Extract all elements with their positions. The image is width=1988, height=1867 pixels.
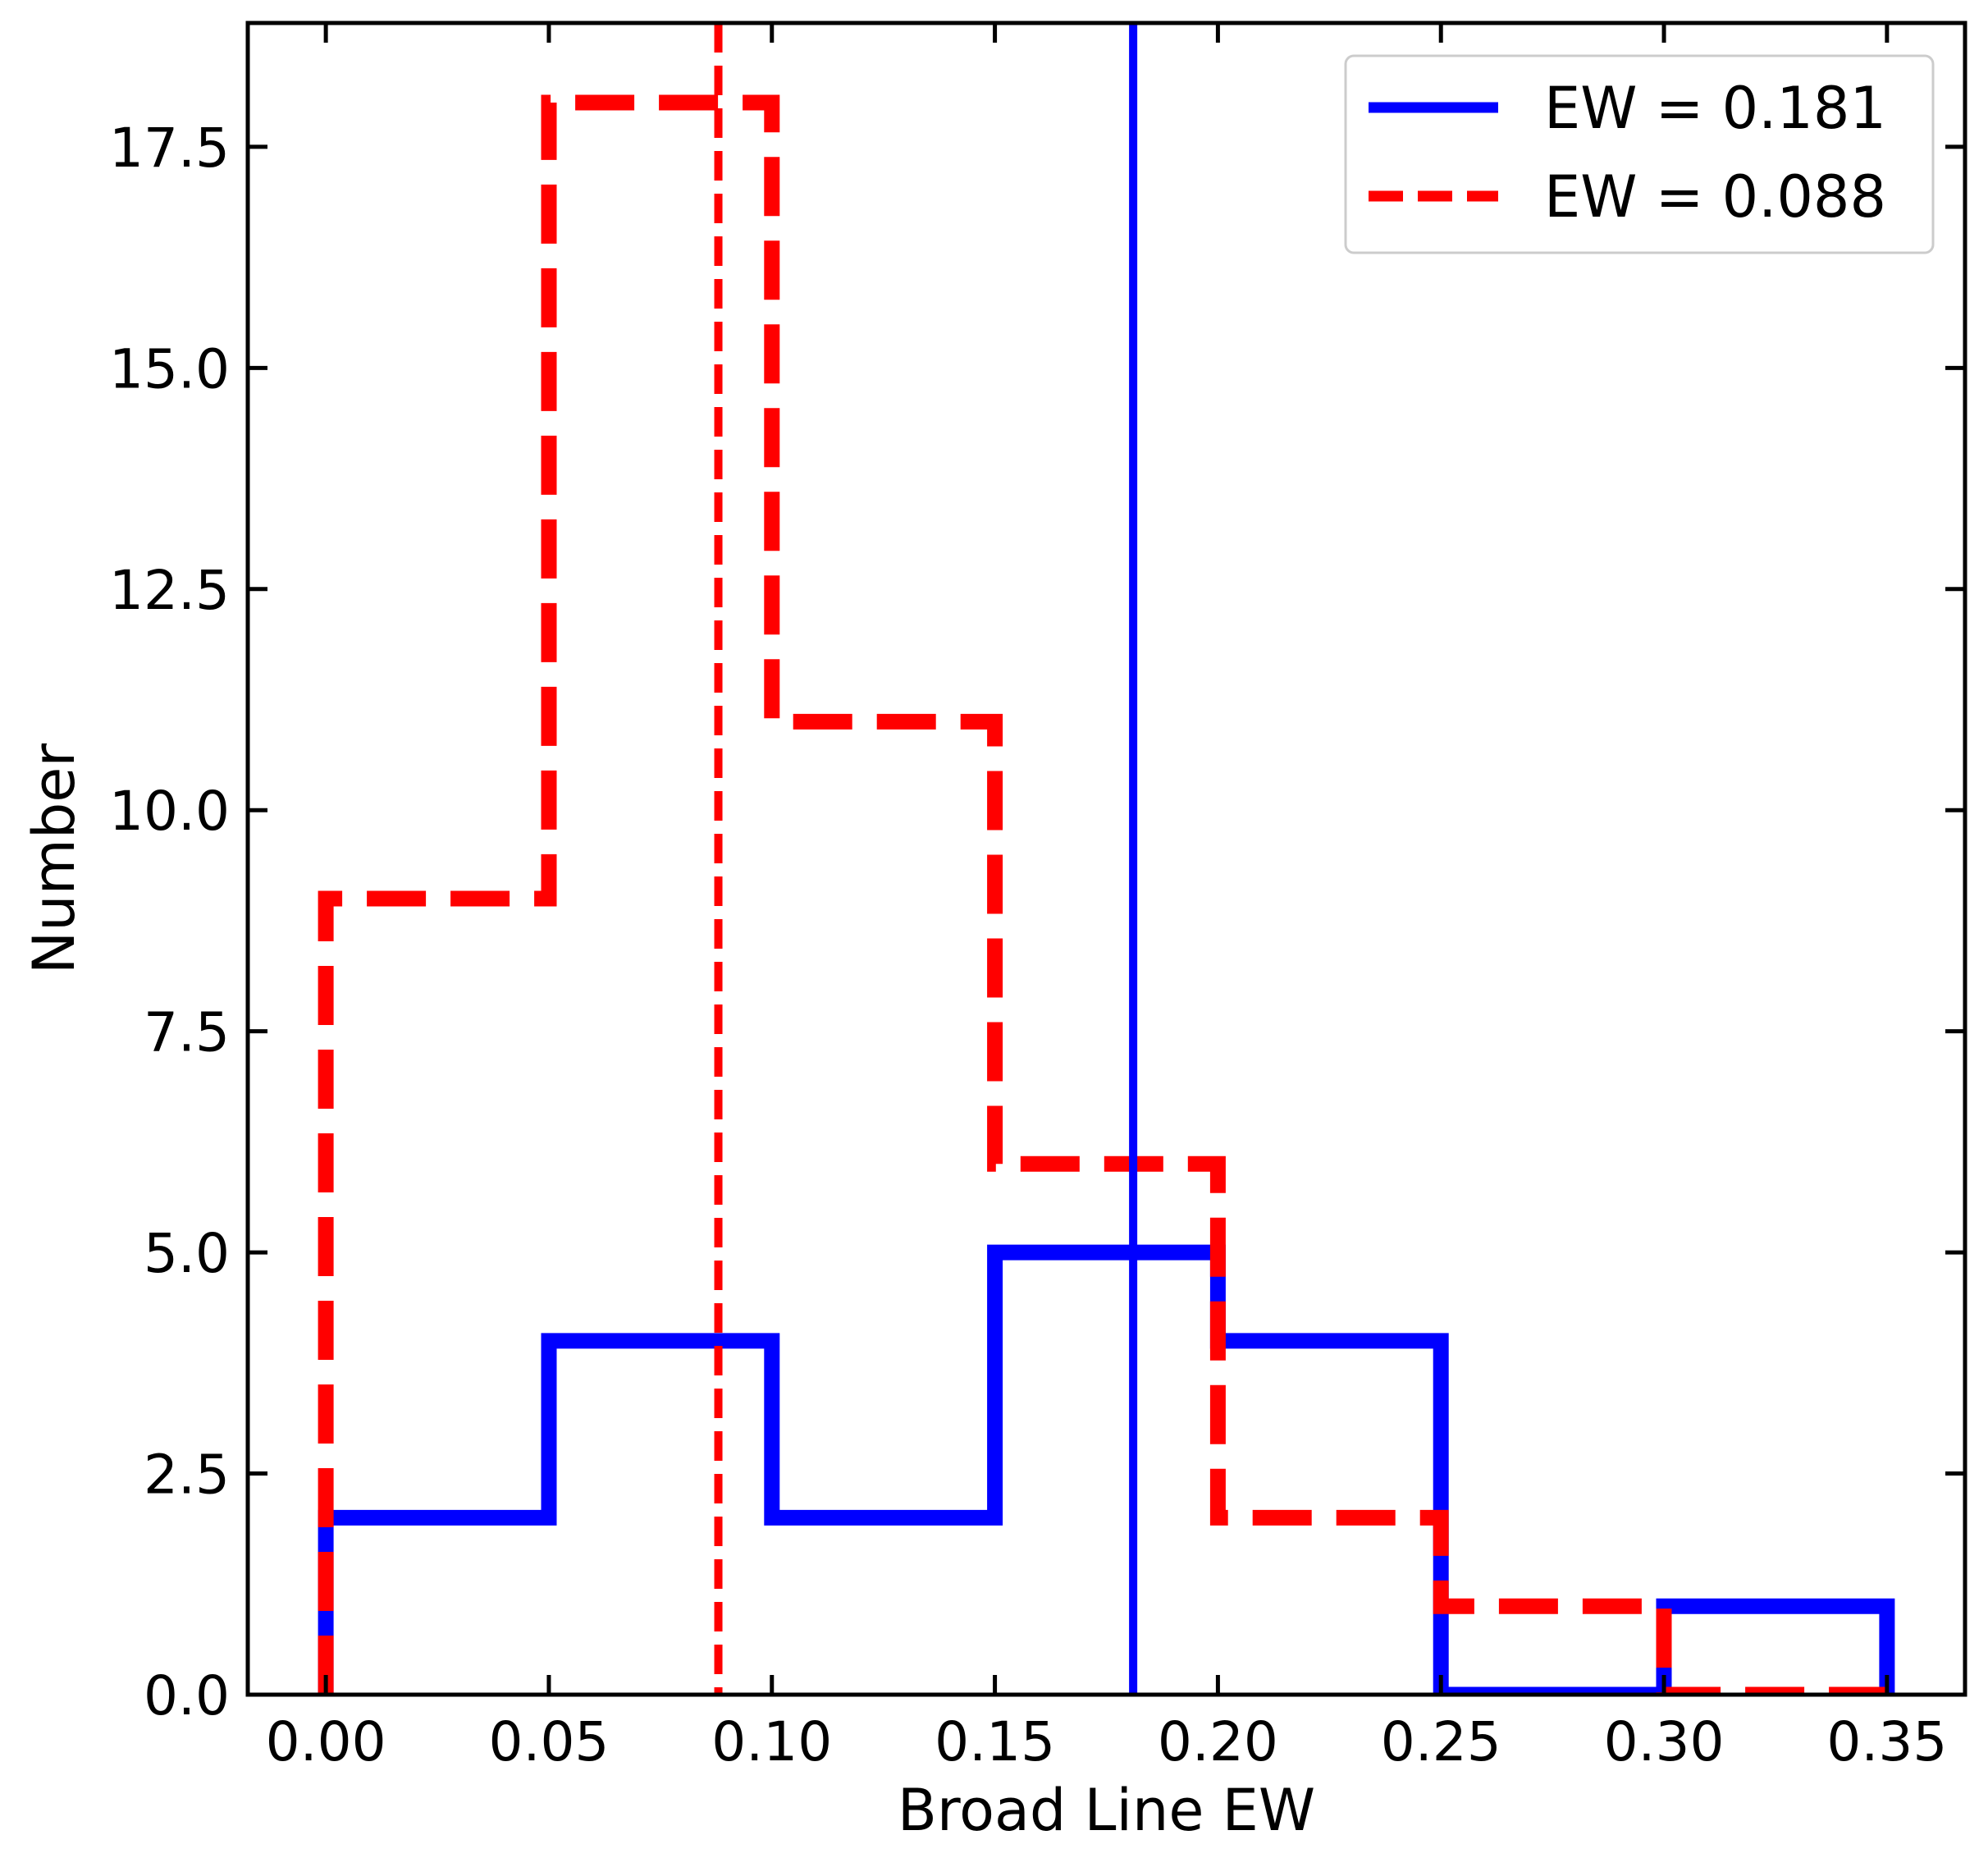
x-tick-label: 0.20	[1158, 1710, 1278, 1773]
y-axis-label: Number	[21, 744, 88, 974]
legend-red-label: EW = 0.088	[1544, 163, 1886, 231]
x-tick-label: 0.10	[711, 1710, 832, 1773]
legend-blue-label: EW = 0.181	[1544, 75, 1886, 142]
y-tick-label: 15.0	[109, 337, 230, 400]
y-tick-label: 0.0	[144, 1664, 230, 1727]
x-tick-label: 0.05	[488, 1710, 609, 1773]
y-tick-label: 17.5	[109, 117, 230, 180]
plot-area	[318, 23, 1895, 1695]
y-tick-label: 5.0	[144, 1222, 230, 1285]
series-blue-histogram	[318, 1244, 1895, 1695]
y-tick-label: 12.5	[109, 559, 230, 622]
series-red-histogram	[318, 94, 1887, 1695]
x-tick-label: 0.25	[1381, 1710, 1501, 1773]
axes: 0.00 0.05 0.10 0.15 0.20 0.25 0.30 0.35 0.0 2.5 5.…	[109, 21, 1967, 1773]
plot-frame	[245, 21, 1967, 1697]
x-tick-label: 0.00	[266, 1710, 386, 1773]
x-tick-label: 0.35	[1826, 1710, 1947, 1773]
x-axis-label: Broad Line EW	[898, 1777, 1315, 1844]
y-tick-label: 7.5	[144, 1001, 230, 1064]
y-tick-label: 10.0	[109, 780, 230, 843]
y-tick-label: 2.5	[144, 1444, 230, 1507]
x-tick-label: 0.30	[1604, 1710, 1725, 1773]
legend: EW = 0.181 EW = 0.088	[1344, 54, 1935, 254]
x-tick-label: 0.15	[935, 1710, 1055, 1773]
